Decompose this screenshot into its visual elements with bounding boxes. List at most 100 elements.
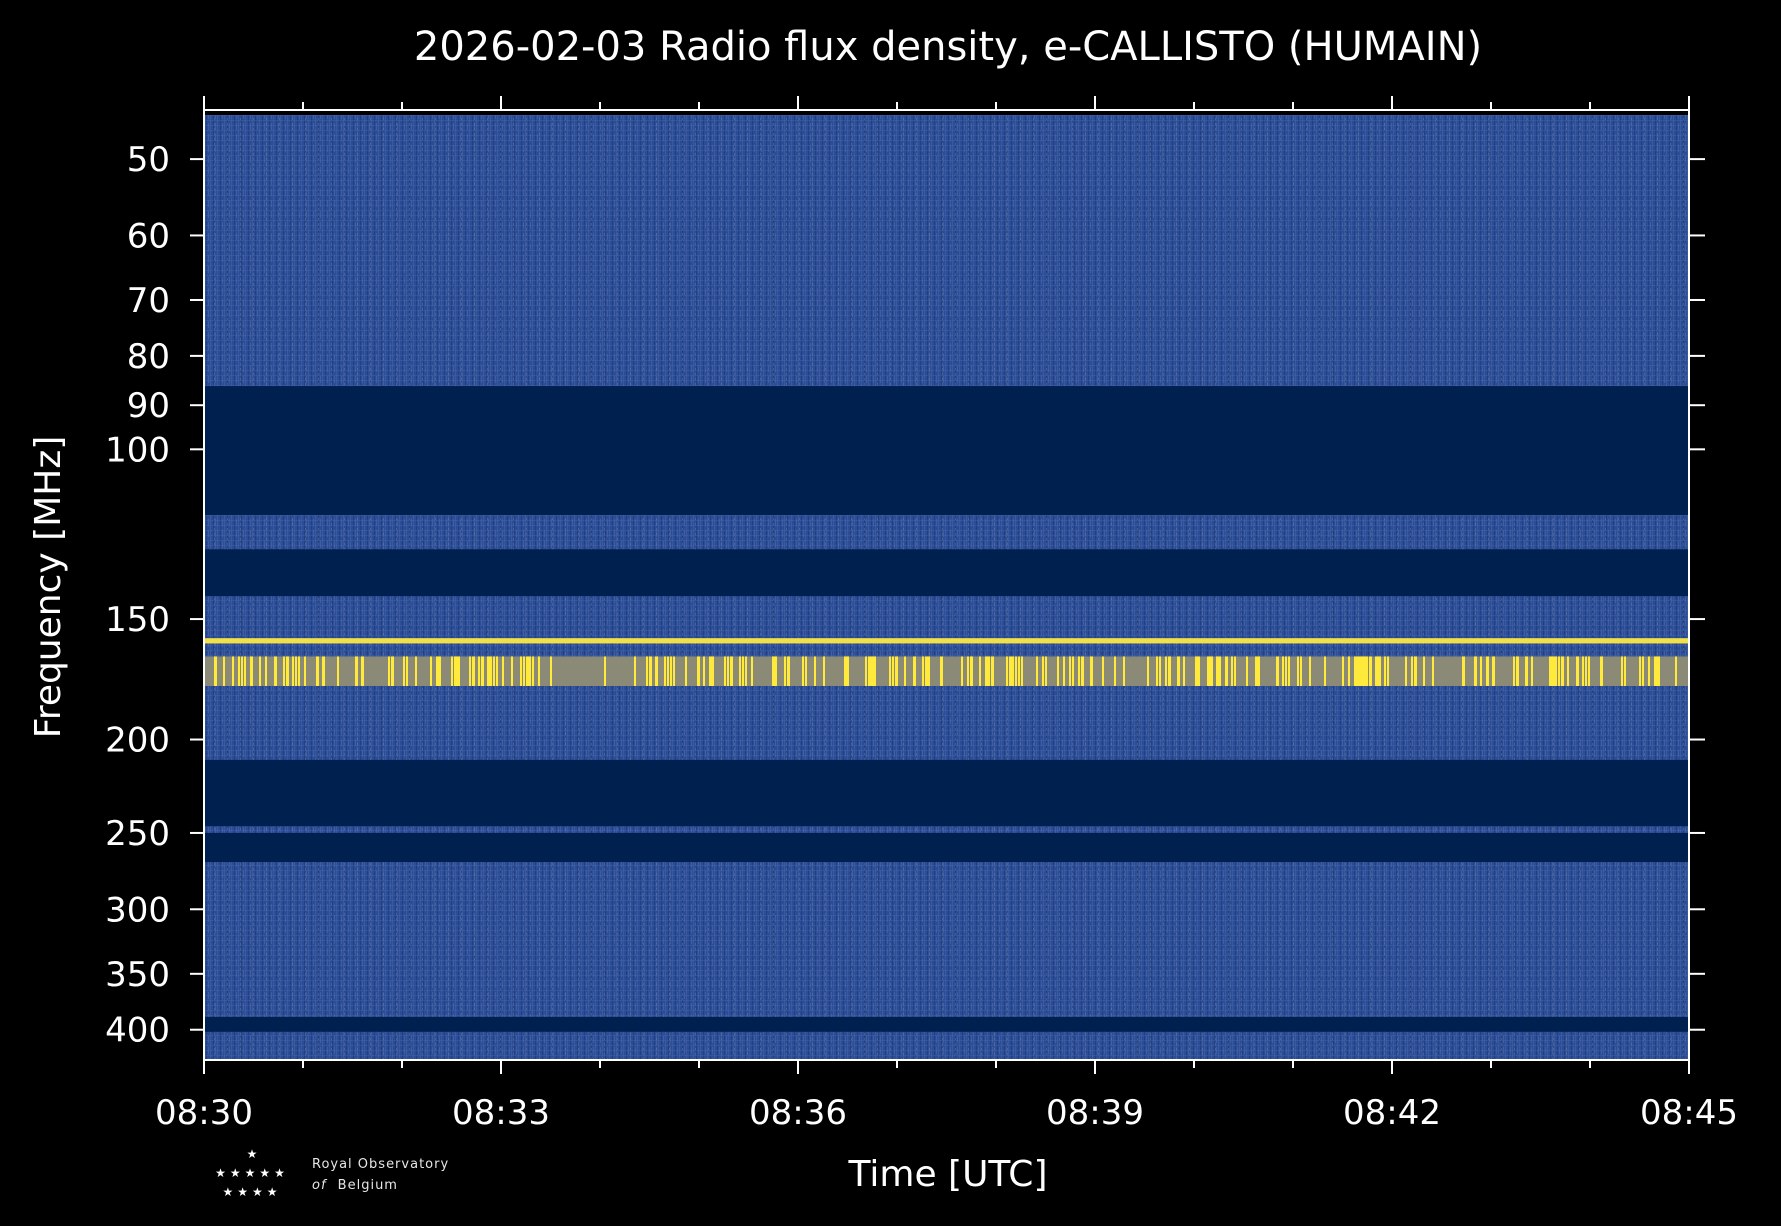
burst-column (550, 656, 552, 686)
burst-column (511, 656, 513, 686)
burst-column (223, 656, 225, 686)
burst-column (322, 656, 325, 686)
burst-column (1585, 656, 1587, 686)
burst-column (526, 656, 529, 686)
burst-column (1480, 656, 1482, 686)
burst-column (406, 656, 408, 686)
burst-column (478, 656, 480, 686)
burst-column (1285, 656, 1287, 686)
burst-column (1114, 656, 1116, 686)
burst-column (244, 656, 246, 686)
burst-column (967, 656, 969, 686)
burst-column (1216, 656, 1219, 686)
burst-column (1246, 656, 1248, 686)
burst-column (739, 656, 741, 686)
burst-column (1384, 656, 1386, 686)
burst-column (1648, 656, 1650, 686)
burst-column (1492, 656, 1495, 686)
burst-column (238, 656, 240, 686)
burst-column (481, 656, 484, 686)
burst-column (865, 656, 867, 686)
burst-column (1639, 656, 1641, 686)
y-tick-label: 90 (127, 386, 170, 426)
burst-column (523, 656, 525, 686)
x-tick-label: 08:33 (452, 1093, 550, 1133)
burst-column (493, 656, 495, 686)
burst-column (649, 656, 652, 686)
y-tick-label: 60 (127, 216, 170, 256)
burst-column (1576, 656, 1579, 686)
burst-column (1219, 656, 1221, 686)
burst-column (787, 656, 790, 686)
burst-column (1165, 656, 1167, 686)
burst-column (1375, 656, 1378, 686)
burst-column (940, 656, 943, 686)
burst-column (1069, 656, 1071, 686)
burst-column (913, 656, 916, 686)
burst-column (1195, 656, 1198, 686)
burst-column (1183, 656, 1185, 686)
burst-column (1411, 656, 1413, 686)
burst-column (1582, 656, 1584, 686)
burst-column (889, 656, 891, 686)
x-axis: 08:30 08:33 08:36 08:39 08:42 08:45 (155, 96, 1738, 1133)
burst-column (709, 656, 712, 686)
burst-column (496, 656, 498, 686)
burst-column (1234, 656, 1236, 686)
logo-line-1: Royal Observatory (312, 1157, 449, 1172)
y-tick-label: 100 (105, 430, 170, 470)
burst-column (1369, 656, 1372, 686)
burst-column (1624, 656, 1626, 686)
y-tick-label: 70 (127, 281, 170, 321)
burst-column (802, 656, 804, 686)
svg-text:★★★★: ★★★★ (222, 1185, 281, 1199)
burst-column (295, 656, 297, 686)
burst-column (403, 656, 405, 686)
burst-column (1567, 656, 1569, 686)
burst-column (214, 656, 217, 686)
burst-column (1354, 656, 1357, 686)
burst-column (1342, 656, 1344, 686)
y-tick-label: 350 (105, 955, 170, 995)
burst-column (703, 656, 705, 686)
burst-column (538, 656, 540, 686)
burst-column (868, 656, 871, 686)
burst-column (1675, 656, 1677, 686)
burst-column (634, 656, 636, 686)
x-tick-label: 08:39 (1046, 1093, 1144, 1133)
burst-column (847, 656, 849, 686)
band-empty-11 (204, 1016, 1689, 1032)
burst-column (241, 656, 243, 686)
burst-column (1207, 656, 1210, 686)
y-tick-label: 50 (127, 140, 170, 180)
burst-column (532, 656, 534, 686)
svg-text:★★★★★: ★★★★★ (215, 1166, 289, 1180)
burst-column (1276, 656, 1279, 686)
band-high-6 (204, 656, 1689, 686)
burst-column (928, 656, 930, 686)
burst-column (1225, 656, 1228, 686)
burst-column (1423, 656, 1425, 686)
burst-column (502, 656, 504, 686)
burst-column (1474, 656, 1477, 686)
burst-column (871, 656, 874, 686)
burst-column (286, 656, 289, 686)
burst-column (1600, 656, 1603, 686)
burst-column (874, 656, 876, 686)
burst-column (664, 656, 666, 686)
burst-column (1147, 656, 1149, 686)
band-high-5 (204, 638, 1689, 644)
burst-column (1561, 656, 1564, 686)
burst-column (1078, 656, 1080, 686)
burst-column (487, 656, 490, 686)
burst-column (1198, 656, 1200, 686)
burst-column (685, 656, 687, 686)
x-axis-label: Time [UTC] (847, 1154, 1047, 1195)
burst-column (1072, 656, 1074, 686)
burst-column (1006, 656, 1008, 686)
burst-column (337, 656, 339, 686)
burst-column (1123, 656, 1125, 686)
burst-column (1462, 656, 1465, 686)
burst-column (1552, 656, 1555, 686)
